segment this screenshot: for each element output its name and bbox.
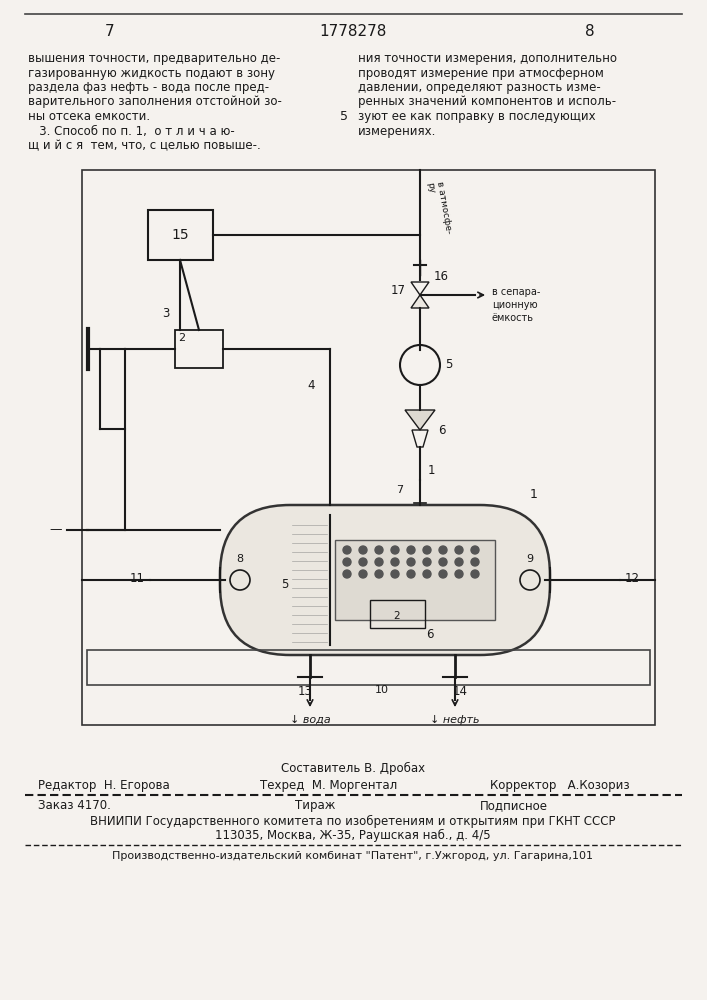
Text: ния точности измерения, дополнительно: ния точности измерения, дополнительно [358, 52, 617, 65]
Text: 2: 2 [394, 611, 400, 621]
Circle shape [391, 558, 399, 566]
Circle shape [375, 546, 383, 554]
Text: 5: 5 [340, 110, 348, 123]
FancyBboxPatch shape [220, 505, 550, 655]
Text: щ и й с я  тем, что, с целью повыше-.: щ и й с я тем, что, с целью повыше-. [28, 139, 261, 152]
Circle shape [375, 558, 383, 566]
Circle shape [391, 570, 399, 578]
Text: 8: 8 [585, 24, 595, 39]
Bar [175, 330, 223, 368]
Circle shape [455, 546, 463, 554]
Text: ёмкость: ёмкость [492, 313, 534, 323]
Text: газированную жидкость подают в зону: газированную жидкость подают в зону [28, 66, 275, 80]
Text: Техред  М. Моргентал: Техред М. Моргентал [260, 779, 397, 792]
Text: Производственно-издательский комбинат "Патент", г.Ужгород, ул. Гагарина,101: Производственно-издательский комбинат "П… [112, 851, 593, 861]
Text: 13: 13 [298, 685, 312, 698]
Text: 4: 4 [308, 379, 315, 392]
Text: проводят измерение при атмосферном: проводят измерение при атмосферном [358, 66, 604, 80]
Text: ционную: ционную [492, 300, 537, 310]
Circle shape [439, 546, 447, 554]
Text: 1778278: 1778278 [320, 24, 387, 39]
Text: 6: 6 [438, 424, 445, 436]
Text: ВНИИПИ Государственного комитета по изобретениям и открытиям при ГКНТ СССР: ВНИИПИ Государственного комитета по изоб… [90, 815, 616, 828]
Text: измерениях.: измерениях. [358, 124, 436, 137]
Text: 7: 7 [105, 24, 115, 39]
Circle shape [423, 570, 431, 578]
Text: 1: 1 [428, 464, 436, 477]
Text: 16: 16 [434, 270, 449, 283]
Circle shape [423, 558, 431, 566]
Text: Подписное: Подписное [480, 799, 548, 812]
Text: варительного заполнения отстойной зо-: варительного заполнения отстойной зо- [28, 96, 282, 108]
Text: 2: 2 [178, 333, 185, 343]
Text: 6: 6 [426, 629, 434, 642]
Text: 14: 14 [452, 685, 467, 698]
Text: 113035, Москва, Ж-35, Раушская наб., д. 4/5: 113035, Москва, Ж-35, Раушская наб., д. … [215, 829, 491, 842]
Circle shape [359, 546, 367, 554]
Text: 5: 5 [281, 578, 288, 591]
Bar [335, 540, 495, 620]
Text: Составитель В. Дробах: Составитель В. Дробах [281, 762, 425, 775]
Circle shape [471, 546, 479, 554]
Text: 3: 3 [163, 307, 170, 320]
Text: Редактор  Н. Егорова: Редактор Н. Егорова [38, 779, 170, 792]
Circle shape [407, 546, 415, 554]
Text: вышения точности, предварительно де-: вышения точности, предварительно де- [28, 52, 281, 65]
Text: 10: 10 [375, 685, 389, 695]
Text: ↓ нефть: ↓ нефть [431, 715, 480, 725]
Text: 9: 9 [527, 554, 534, 564]
Text: давлении, определяют разность изме-: давлении, определяют разность изме- [358, 81, 601, 94]
Circle shape [343, 558, 351, 566]
Circle shape [407, 558, 415, 566]
Circle shape [391, 546, 399, 554]
Circle shape [471, 570, 479, 578]
Text: 1: 1 [530, 488, 538, 502]
Bar [370, 600, 425, 628]
Circle shape [471, 558, 479, 566]
Circle shape [455, 558, 463, 566]
Text: ↓ вода: ↓ вода [290, 715, 330, 725]
Text: Заказ 4170.: Заказ 4170. [38, 799, 111, 812]
Circle shape [439, 570, 447, 578]
Text: 3. Способ по п. 1,  о т л и ч а ю-: 3. Способ по п. 1, о т л и ч а ю- [28, 124, 235, 137]
Circle shape [375, 570, 383, 578]
Text: Корректор   А.Козориз: Корректор А.Козориз [490, 779, 630, 792]
Text: 7: 7 [397, 485, 404, 495]
Text: 17: 17 [391, 284, 406, 296]
Circle shape [439, 558, 447, 566]
Text: ны отсека емкости.: ны отсека емкости. [28, 110, 150, 123]
Text: в сепара-: в сепара- [492, 287, 540, 297]
Text: раздела фаз нефть - вода после пред-: раздела фаз нефть - вода после пред- [28, 81, 269, 94]
Polygon shape [405, 410, 435, 430]
Bar [87, 650, 650, 685]
Bar [148, 210, 213, 260]
Text: зуют ее как поправку в последующих: зуют ее как поправку в последующих [358, 110, 595, 123]
Text: 15: 15 [171, 228, 189, 242]
Circle shape [407, 570, 415, 578]
Circle shape [343, 570, 351, 578]
Circle shape [359, 570, 367, 578]
Circle shape [423, 546, 431, 554]
Text: 5: 5 [445, 359, 452, 371]
Circle shape [343, 546, 351, 554]
Text: в атмосфе-
ру: в атмосфе- ру [425, 180, 453, 236]
Text: Тираж: Тираж [295, 799, 335, 812]
Text: 12: 12 [625, 572, 640, 584]
Bar [82, 170, 655, 725]
Circle shape [359, 558, 367, 566]
Circle shape [455, 570, 463, 578]
Text: 8: 8 [236, 554, 244, 564]
Polygon shape [411, 295, 429, 308]
Text: ренных значений компонентов и исполь-: ренных значений компонентов и исполь- [358, 96, 616, 108]
Text: 11: 11 [130, 572, 145, 584]
Text: —: — [49, 524, 62, 536]
